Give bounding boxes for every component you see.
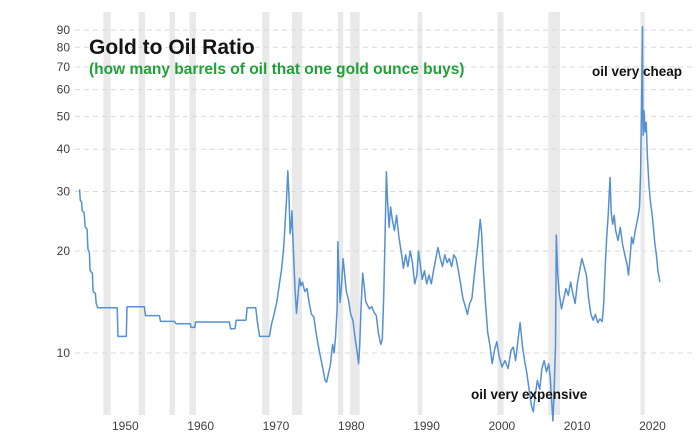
recession-band (640, 12, 645, 415)
recession-bands-group (103, 12, 645, 415)
chart-subtitle: (how many barrels of oil that one gold o… (89, 61, 465, 78)
y-tick-label-80: 80 (57, 40, 71, 54)
recession-band (138, 12, 146, 415)
y-tick-label-40: 40 (57, 142, 71, 156)
recession-band (262, 12, 270, 415)
recession-band (417, 12, 423, 415)
x-tick-label-1970: 1970 (263, 419, 290, 433)
recession-band (349, 12, 360, 415)
y-tick-label-70: 70 (57, 60, 71, 74)
gold-oil-ratio-line (78, 25, 661, 422)
annotation-oil-very-cheap: oil very cheap (592, 64, 683, 79)
ratio-line-group (78, 25, 661, 422)
recession-band (103, 12, 111, 415)
y-tick-label-10: 10 (57, 346, 71, 360)
annotation-oil-very-expensive: oil very expensive (471, 387, 588, 402)
y-tick-label-90: 90 (57, 23, 71, 37)
x-tick-label-2000: 2000 (489, 419, 516, 433)
recession-band (497, 12, 504, 415)
x-tick-label-1960: 1960 (187, 419, 214, 433)
recession-band (548, 12, 560, 415)
y-axis-labels-group: 10 20 30 40 50 60 70 80 90 (57, 23, 71, 360)
x-tick-label-1980: 1980 (338, 419, 365, 433)
y-tick-label-20: 20 (57, 244, 71, 258)
recession-band (189, 12, 196, 415)
y-tick-label-30: 30 (57, 185, 71, 199)
recession-band (169, 12, 175, 415)
y-tick-label-60: 60 (57, 83, 71, 97)
x-tick-label-2020: 2020 (639, 419, 666, 433)
recession-band (291, 12, 303, 415)
x-axis-labels-group: 1950 1960 1970 1980 1990 2000 2010 2020 (112, 419, 666, 433)
x-tick-label-1950: 1950 (112, 419, 139, 433)
x-tick-label-1990: 1990 (413, 419, 440, 433)
y-tick-label-50: 50 (57, 109, 71, 123)
recession-band (337, 12, 344, 415)
x-tick-label-2010: 2010 (564, 419, 591, 433)
chart-title: Gold to Oil Ratio (89, 36, 255, 59)
